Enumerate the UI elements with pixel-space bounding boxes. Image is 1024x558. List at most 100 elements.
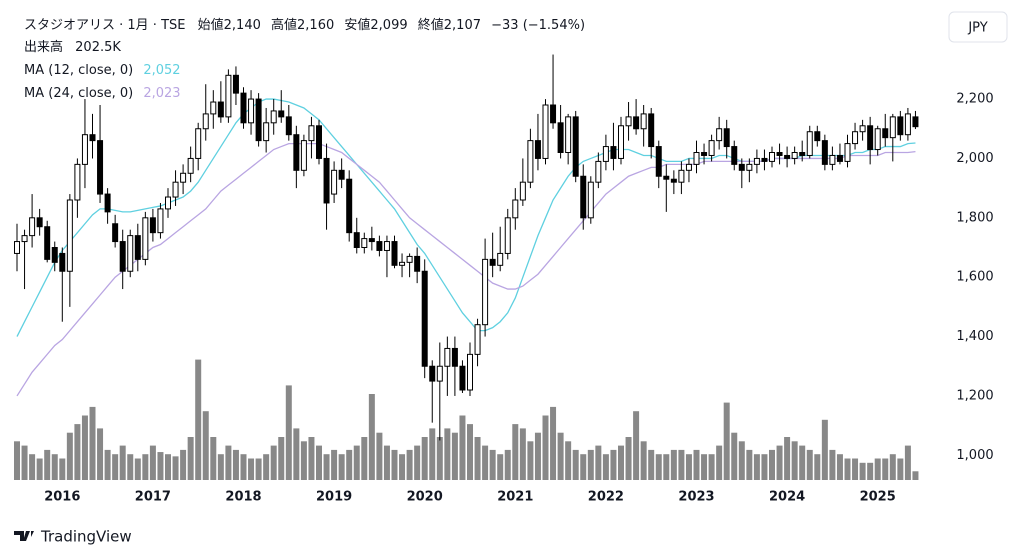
volume-bar	[29, 454, 36, 480]
candle-body	[300, 140, 307, 171]
candle-body	[376, 241, 383, 251]
candle-body	[210, 101, 217, 115]
volume-bar	[451, 432, 458, 480]
volume-bar	[240, 454, 247, 480]
ohlc-label: 安値	[344, 17, 370, 33]
legend-value: 2,023	[143, 86, 180, 101]
candle-body	[852, 131, 859, 145]
candle-body	[572, 116, 579, 177]
currency-box[interactable]	[948, 11, 1008, 43]
brand-logo[interactable]: TradingView	[14, 528, 132, 546]
legend: スタジオアリス · 1月 · TSE 始値2,140 高値2,160 安値2,0…	[24, 17, 585, 101]
volume-bar	[595, 445, 602, 480]
y-tick-label: 1,000	[956, 448, 993, 463]
candle-body	[580, 175, 587, 219]
candle-body	[723, 128, 730, 148]
y-tick-label: 2,000	[956, 151, 993, 166]
candle-body	[519, 181, 526, 201]
volume-bar	[580, 454, 587, 480]
volume-bar	[436, 437, 443, 480]
volume-bar	[338, 454, 345, 480]
candle-body	[867, 125, 874, 151]
volume-bar	[852, 458, 859, 480]
currency-label[interactable]: JPY	[967, 21, 987, 36]
candle-body	[346, 178, 353, 234]
candle-body	[157, 208, 164, 234]
candle-body	[240, 92, 247, 124]
volume-title: 出来高	[24, 39, 63, 55]
volume-bar	[897, 458, 904, 480]
volume-bar	[587, 449, 594, 480]
currency-button[interactable]: JPY	[948, 11, 1008, 43]
volume-bar	[180, 449, 187, 480]
candle-body	[897, 116, 904, 136]
candle-body	[806, 131, 813, 156]
volume-bar	[912, 471, 919, 480]
x-tick-label: 2017	[135, 490, 171, 505]
candle-body	[180, 172, 187, 183]
volume-bar	[104, 449, 111, 480]
volume-bar	[210, 437, 217, 480]
candle-body	[678, 169, 685, 183]
candle-body	[421, 270, 428, 367]
volume-bar	[165, 454, 171, 480]
volume-bar	[753, 454, 760, 480]
volume-bar	[172, 456, 179, 480]
x-tick-label: 2021	[497, 490, 533, 505]
volume-bar	[610, 449, 617, 480]
candle-body	[610, 146, 617, 159]
volume-bar	[255, 458, 262, 480]
candle-body	[731, 146, 738, 165]
volume-bar	[519, 428, 526, 480]
candle-body	[595, 160, 602, 183]
candle-body	[195, 128, 202, 159]
candle-body	[285, 116, 292, 136]
volume-bar	[821, 419, 828, 480]
volume-bar	[142, 454, 149, 480]
volume-bar	[565, 441, 572, 480]
candle-body	[738, 163, 745, 171]
volume-bar	[127, 454, 134, 480]
volume-bar	[89, 406, 96, 480]
candle-body	[814, 131, 821, 142]
candle-body	[112, 223, 119, 243]
candle-body	[270, 110, 277, 124]
candle-body	[482, 258, 489, 326]
volume-bar	[723, 402, 730, 480]
volume-bar	[542, 415, 549, 480]
ohlc-value: 2,140	[224, 18, 261, 33]
volume-bar	[429, 428, 436, 480]
brand-name[interactable]: TradingView	[40, 528, 132, 546]
candle-body	[14, 241, 20, 254]
volume-bar	[814, 454, 821, 480]
volume-bar	[670, 449, 677, 480]
ma-legend: MA (12, close, 0) 2,052	[24, 63, 181, 78]
candle-body	[21, 235, 28, 243]
volume-bar	[497, 454, 504, 480]
candle-body	[316, 125, 322, 159]
change: −33 (−1.54%)	[491, 18, 585, 33]
volume-bar	[112, 454, 119, 480]
candle-body	[459, 365, 466, 391]
candle-body	[436, 365, 443, 382]
candle-body	[74, 163, 81, 201]
candle-body	[467, 353, 473, 391]
candle-body	[716, 128, 723, 142]
volume-bar	[202, 411, 209, 480]
volume-bar	[474, 437, 481, 480]
plot-area	[14, 54, 919, 480]
candle-body	[769, 152, 775, 162]
candle-body	[202, 113, 209, 130]
volume-bar	[678, 449, 685, 480]
logo-mark[interactable]	[14, 531, 34, 541]
ohlc-label: 始値	[198, 17, 224, 33]
candle-body	[104, 193, 111, 213]
ohlc-label: 高値	[271, 17, 297, 33]
candle-body	[557, 122, 564, 153]
volume-bar	[716, 445, 723, 480]
candle-body	[648, 113, 655, 148]
candle-body	[142, 217, 149, 260]
y-tick-label: 2,200	[956, 92, 993, 107]
candle-body	[791, 152, 798, 159]
volume-bar	[248, 458, 255, 480]
